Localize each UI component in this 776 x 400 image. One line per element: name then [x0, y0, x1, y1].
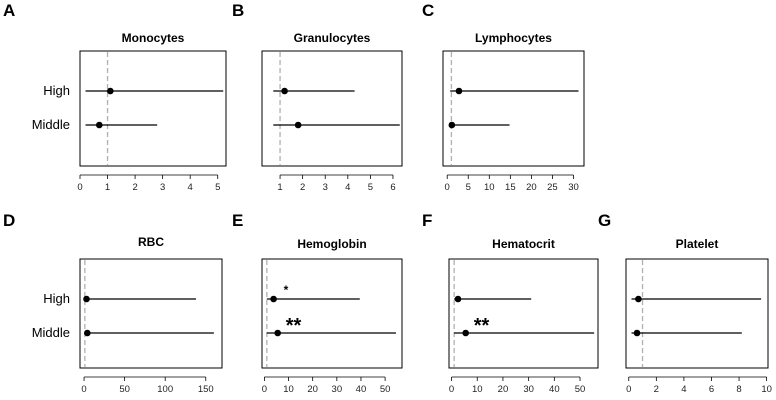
point-estimate-high — [83, 295, 90, 303]
x-tick-label: 0 — [77, 182, 82, 193]
x-tick-label: 2 — [132, 182, 137, 193]
x-tick-label: 20 — [307, 384, 318, 395]
panel-f: F Hematocrit ** 0 10 20 30 40 50 — [422, 211, 599, 395]
x-tick-label: 30 — [332, 384, 343, 395]
x-tick-label: 2 — [654, 384, 659, 395]
plot-frame — [261, 50, 403, 167]
x-tick-label: 5 — [466, 182, 471, 193]
panel-letter: E — [232, 211, 243, 230]
x-tick-label: 5 — [215, 182, 220, 193]
plot-frame — [79, 258, 223, 369]
panel-g: G Platelet 0 2 4 6 8 10 — [598, 211, 772, 395]
x-tick-label: 3 — [160, 182, 165, 193]
point-estimate-high — [281, 87, 288, 95]
panel-letter: C — [422, 1, 434, 20]
x-tick-label: 20 — [498, 384, 509, 395]
x-tick-label: 2 — [300, 182, 305, 193]
point-estimate-high — [455, 87, 463, 95]
point-estimate-middle — [274, 329, 281, 337]
x-tick-label: 15 — [505, 182, 516, 193]
plot-frame — [79, 50, 227, 167]
panel-title: Hemoglobin — [297, 237, 366, 251]
panel-title: Monocytes — [122, 31, 185, 45]
point-estimate-high — [270, 295, 277, 303]
x-tick-label: 150 — [198, 384, 214, 395]
x-tick-label: 25 — [547, 182, 558, 193]
significance-marker: * — [284, 283, 289, 297]
x-tick-label: 8 — [736, 384, 741, 395]
x-tick-label: 0 — [81, 384, 86, 395]
x-tick-label: 3 — [323, 182, 328, 193]
point-estimate-middle — [84, 329, 91, 337]
point-estimate-middle — [462, 329, 469, 337]
x-tick-label: 1 — [277, 182, 282, 193]
x-tick-label: 100 — [157, 384, 173, 395]
x-tick-label: 0 — [626, 384, 631, 395]
x-tick-label: 20 — [526, 182, 537, 193]
x-tick-label: 6 — [390, 182, 395, 193]
point-estimate-high — [635, 295, 642, 303]
row-label: Middle — [32, 117, 70, 132]
x-tick-label: 50 — [119, 384, 130, 395]
panel-title: RBC — [138, 235, 164, 249]
panel-title: Hematocrit — [492, 237, 555, 251]
x-tick-label: 30 — [568, 182, 579, 193]
significance-marker: ** — [286, 315, 302, 337]
panel-letter: D — [3, 211, 15, 230]
x-tick-label: 4 — [345, 182, 350, 193]
x-tick-label: 50 — [575, 384, 586, 395]
plot-frame — [261, 258, 403, 369]
x-tick-label: 30 — [523, 384, 534, 395]
x-tick-label: 4 — [681, 384, 686, 395]
panel-letter: F — [422, 211, 432, 230]
x-tick-label: 40 — [356, 384, 367, 395]
plot-frame — [448, 258, 599, 369]
x-tick-label: 1 — [105, 182, 110, 193]
x-tick-label: 40 — [549, 384, 560, 395]
point-estimate-high — [454, 295, 462, 303]
panel-title: Lymphocytes — [475, 31, 552, 45]
x-tick-label: 0 — [262, 384, 267, 395]
point-estimate-middle — [95, 121, 103, 129]
x-tick-label: 10 — [484, 182, 495, 193]
x-tick-label: 50 — [380, 384, 391, 395]
x-tick-label: 4 — [188, 182, 193, 193]
panel-letter: B — [232, 1, 244, 20]
plot-frame — [625, 258, 769, 369]
panel-d: D RBC High Middle 0 50 100 150 — [3, 211, 223, 395]
panel-c: C Lymphocytes 0 5 10 15 20 25 30 — [422, 1, 585, 193]
panel-title: Granulocytes — [294, 31, 371, 45]
panel-title: Platelet — [676, 237, 719, 251]
significance-marker: ** — [474, 315, 490, 337]
panel-letter: A — [3, 1, 15, 20]
x-tick-label: 10 — [761, 384, 772, 395]
x-tick-label: 5 — [368, 182, 373, 193]
x-tick-label: 0 — [445, 182, 450, 193]
panel-b: B Granulocytes 1 2 3 4 5 6 — [232, 1, 403, 193]
point-estimate-middle — [294, 121, 302, 129]
row-label: Middle — [32, 325, 70, 340]
x-tick-label: 6 — [709, 384, 714, 395]
x-tick-label: 10 — [472, 384, 483, 395]
point-estimate-high — [107, 87, 114, 95]
point-estimate-middle — [448, 121, 456, 129]
panel-a: A Monocytes High Middle 0 1 2 3 4 5 — [3, 1, 227, 193]
x-tick-label: 0 — [449, 384, 454, 395]
row-label: High — [43, 83, 70, 98]
plot-frame — [442, 50, 585, 167]
point-estimate-middle — [633, 329, 641, 337]
panel-letter: G — [598, 211, 611, 230]
row-label: High — [43, 291, 70, 306]
x-tick-label: 10 — [283, 384, 294, 395]
